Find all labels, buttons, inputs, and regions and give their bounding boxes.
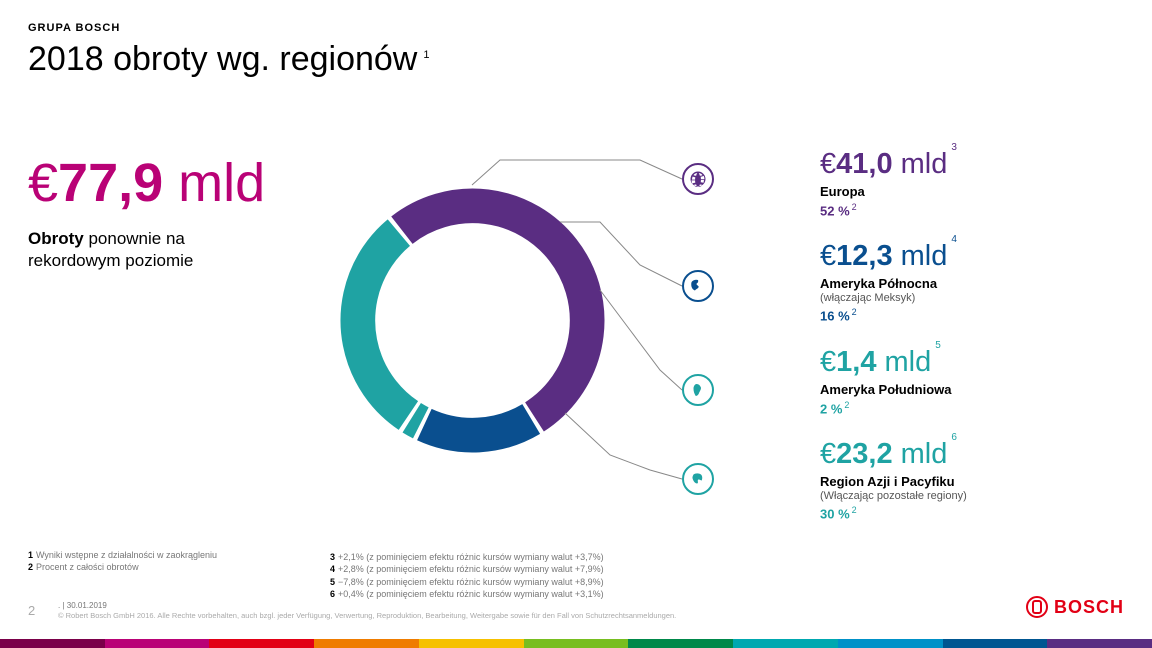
brand-bar-segment: [419, 639, 524, 648]
region-percent: 16 %2: [820, 307, 1120, 323]
footnote: 6+0,4% (z pominięciem efektu różnic kurs…: [330, 588, 604, 601]
donut-slice: [335, 183, 610, 458]
brand-bar-segment: [1047, 639, 1152, 648]
region-name: Region Azji i Pacyfiku: [820, 474, 1120, 489]
footnote: 1Wyniki wstępne z działalności w zaokrąg…: [28, 549, 217, 562]
title-text: 2018 obroty wg. regionów: [28, 40, 417, 78]
region-value: €12,3 mld4: [820, 240, 1120, 273]
region-globe-icon: [682, 374, 714, 406]
total-unit: mld: [178, 153, 265, 213]
donut-slice: [335, 183, 610, 458]
slide-title: 2018 obroty wg. regionów 1: [28, 40, 429, 79]
region-sub: (Włączając pozostałe regiony): [820, 490, 1120, 502]
brand-bar-segment: [105, 639, 210, 648]
bosch-logo-text: BOSCH: [1054, 597, 1124, 618]
total-subtitle: Obroty ponownie na rekordowym poziomie: [28, 228, 258, 272]
supertitle: GRUPA BOSCH: [28, 22, 429, 34]
region-sub: (włączając Meksyk): [820, 292, 1120, 304]
brand-bar-segment: [628, 639, 733, 648]
regions-list: €41,0 mld3 Europa 52 %2 €12,3 mld4 Ameryka P…: [820, 148, 1120, 543]
brand-bar-segment: [0, 639, 105, 648]
footnotes-left: 1Wyniki wstępne z działalności w zaokrąg…: [28, 549, 217, 574]
donut-slice: [335, 183, 610, 458]
region-percent: 30 %2: [820, 505, 1120, 521]
total-number: 77,9: [58, 153, 163, 213]
bosch-logo-icon: [1026, 596, 1048, 618]
region-percent: 2 %2: [820, 400, 1120, 416]
total-block: €77,9 mld Obroty ponownie na rekordowym …: [28, 152, 265, 272]
region-entry: €41,0 mld3 Europa 52 %2: [820, 148, 1120, 218]
footnotes-right: 3+2,1% (z pominięciem efektu różnic kurs…: [330, 551, 604, 601]
brand-bar-segment: [733, 639, 838, 648]
donut-slice: [335, 183, 610, 458]
region-name: Europa: [820, 184, 1120, 199]
date-line: . | 30.01.2019: [58, 601, 107, 610]
brand-bar-segment: [524, 639, 629, 648]
leader-line: [472, 160, 682, 185]
footnote: 4+2,8% (z pominięciem efektu różnic kurs…: [330, 563, 604, 576]
slide-header: GRUPA BOSCH 2018 obroty wg. regionów 1: [28, 22, 429, 79]
donut-chart: [335, 183, 610, 458]
total-value: €77,9 mld: [28, 152, 265, 214]
region-entry: €12,3 mld4 Ameryka Północna(włączając Mek…: [820, 240, 1120, 323]
region-entry: €23,2 mld6 Region Azji i Pacyfiku(Włączaj…: [820, 438, 1120, 521]
region-globe-icon: [682, 463, 714, 495]
brand-bar-segment: [209, 639, 314, 648]
footnote: 2Procent z całości obrotów: [28, 561, 217, 574]
brand-bar-segment: [838, 639, 943, 648]
footnote: 5−7,8% (z pominięciem efektu różnic kurs…: [330, 576, 604, 589]
bosch-logo: BOSCH: [1026, 596, 1124, 618]
region-globe-icon: [682, 270, 714, 302]
region-percent: 52 %2: [820, 202, 1120, 218]
total-currency: €: [28, 153, 58, 213]
region-value: €41,0 mld3: [820, 148, 1120, 181]
region-value: €23,2 mld6: [820, 438, 1120, 471]
region-name: Ameryka Południowa: [820, 382, 1120, 397]
title-footnote: 1: [423, 49, 429, 61]
region-globe-icon: [682, 163, 714, 195]
footnote: 3+2,1% (z pominięciem efektu różnic kurs…: [330, 551, 604, 564]
page-number: 2: [28, 603, 35, 618]
brand-bar-segment: [943, 639, 1048, 648]
region-entry: €1,4 mld5 Ameryka Południowa 2 %2: [820, 346, 1120, 416]
region-value: €1,4 mld5: [820, 346, 1120, 379]
brand-bar-segment: [314, 639, 419, 648]
brand-color-bar: [0, 639, 1152, 648]
leader-line: [600, 290, 682, 390]
total-sub-bold: Obroty: [28, 229, 84, 248]
copyright: © Robert Bosch GmbH 2016. Alle Rechte vo…: [58, 611, 676, 620]
region-name: Ameryka Północna: [820, 276, 1120, 291]
